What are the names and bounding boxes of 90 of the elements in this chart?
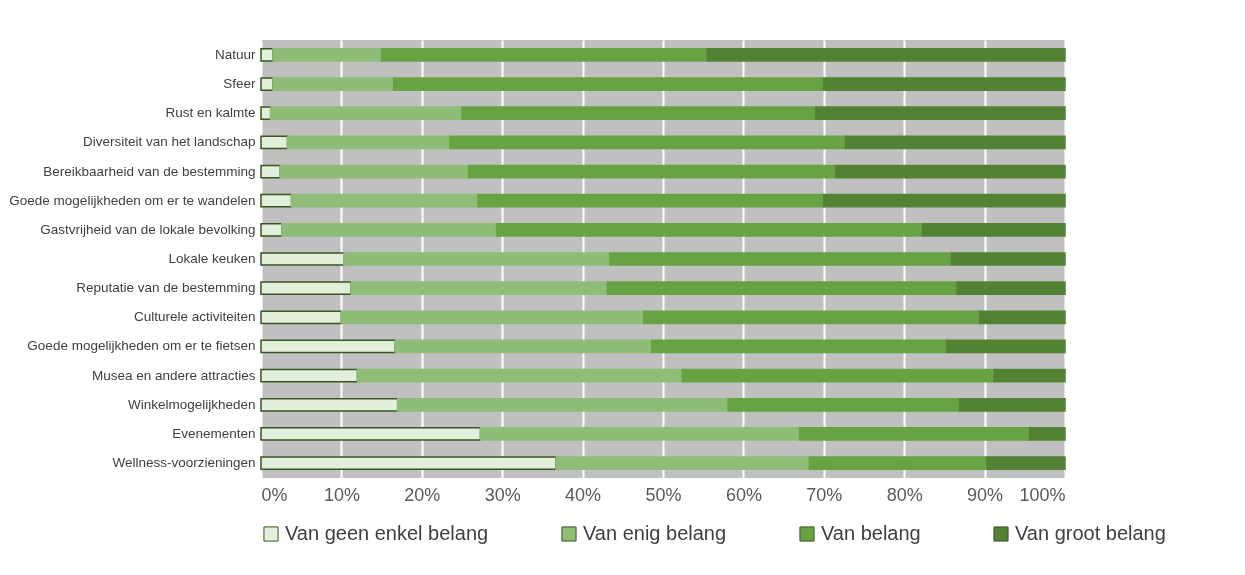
- bar: [260, 456, 557, 470]
- bar: [706, 48, 1066, 62]
- bar: [477, 193, 825, 208]
- bar: [555, 456, 811, 470]
- bar: [343, 252, 611, 266]
- y-tick-label: Rust en kalmte: [165, 105, 256, 121]
- y-tick-label: Winkelmogelijkheden: [127, 396, 256, 412]
- bar: [798, 427, 1031, 441]
- bar: [260, 397, 399, 412]
- bar: [260, 339, 397, 354]
- bar: [815, 106, 1066, 121]
- bar: [495, 222, 924, 237]
- bar: [350, 281, 609, 296]
- y-tick-label: Reputatie van de bestemming: [76, 280, 256, 296]
- bar: [921, 222, 1066, 237]
- legend-label: Van groot belang: [1015, 522, 1166, 544]
- bar: [1028, 427, 1066, 441]
- bar: [609, 252, 953, 266]
- bar: [260, 252, 345, 266]
- bar: [461, 106, 817, 121]
- bar: [946, 339, 1066, 354]
- y-tick-label: Wellness-voorzieningen: [112, 455, 256, 471]
- bar: [993, 368, 1066, 383]
- bar: [272, 77, 395, 91]
- bar: [260, 427, 482, 441]
- bar: [260, 281, 352, 296]
- bar: [290, 193, 479, 208]
- bar: [260, 77, 274, 91]
- x-tick-label: 50%: [645, 484, 682, 505]
- bar: [950, 252, 1066, 266]
- bar: [279, 164, 470, 179]
- bar: [260, 135, 289, 150]
- x-tick-label: 80%: [886, 484, 923, 505]
- bar: [260, 310, 343, 325]
- legend-label: Van geen enkel belang: [285, 522, 489, 544]
- bar: [260, 48, 274, 62]
- bar: [823, 193, 1066, 208]
- bar: [958, 397, 1066, 412]
- bar: [681, 368, 995, 383]
- y-tick-label: Sfeer: [223, 76, 256, 92]
- x-tick-label: 100%: [1019, 484, 1066, 505]
- y-tick-label: Goede mogelijkheden om er te fietsen: [27, 338, 256, 354]
- legend-label: Van enig belang: [583, 522, 727, 544]
- bar: [394, 339, 653, 354]
- x-tick-label: 10%: [323, 484, 360, 505]
- bar: [956, 281, 1066, 296]
- bar: [272, 48, 383, 62]
- bar: [986, 456, 1066, 470]
- bar: [260, 222, 283, 237]
- bar: [467, 164, 837, 179]
- y-tick-label: Gastvrijheid van de lokale bevolking: [40, 221, 256, 237]
- bar: [260, 193, 293, 208]
- x-tick-label: 20%: [404, 484, 441, 505]
- y-tick-label: Culturele activiteiten: [133, 309, 256, 325]
- bar: [281, 222, 498, 237]
- bar: [606, 281, 959, 296]
- x-tick-label: 60%: [725, 484, 762, 505]
- bar: [642, 310, 981, 325]
- bar: [340, 310, 645, 325]
- bar: [380, 48, 708, 62]
- bar: [286, 135, 451, 150]
- x-tick-label: 30%: [484, 484, 521, 505]
- y-tick-label: Goede mogelijkheden om er te wandelen: [9, 192, 256, 208]
- x-tick-label: 90%: [967, 484, 1004, 505]
- x-tick-label: 40%: [565, 484, 602, 505]
- bar: [808, 456, 988, 470]
- y-tick-label: Lokale keuken: [168, 251, 256, 266]
- bar: [392, 77, 825, 91]
- y-tick-label: Diversiteit van het landschap: [82, 134, 256, 150]
- bar: [260, 106, 272, 121]
- y-tick-label: Musea en andere attracties: [91, 367, 256, 383]
- bar: [479, 427, 801, 441]
- bar: [356, 368, 684, 383]
- y-tick-label: Natuur: [214, 46, 256, 62]
- bar: [269, 106, 463, 121]
- bar: [823, 77, 1066, 91]
- bar: [396, 397, 729, 412]
- bar: [449, 135, 847, 150]
- bar: [260, 164, 282, 179]
- bar: [650, 339, 948, 354]
- bar: [835, 164, 1066, 179]
- y-tick-label: Evenementen: [172, 425, 256, 441]
- bar: [844, 135, 1066, 150]
- bar: [979, 310, 1066, 325]
- x-tick-label: 0%: [261, 484, 288, 505]
- bar: [727, 397, 961, 412]
- legend-label: Van belang: [821, 522, 921, 544]
- y-tick-label: Bereikbaarheid van de bestemming: [43, 163, 256, 179]
- bar: [260, 368, 359, 383]
- x-tick-label: 70%: [806, 484, 843, 505]
